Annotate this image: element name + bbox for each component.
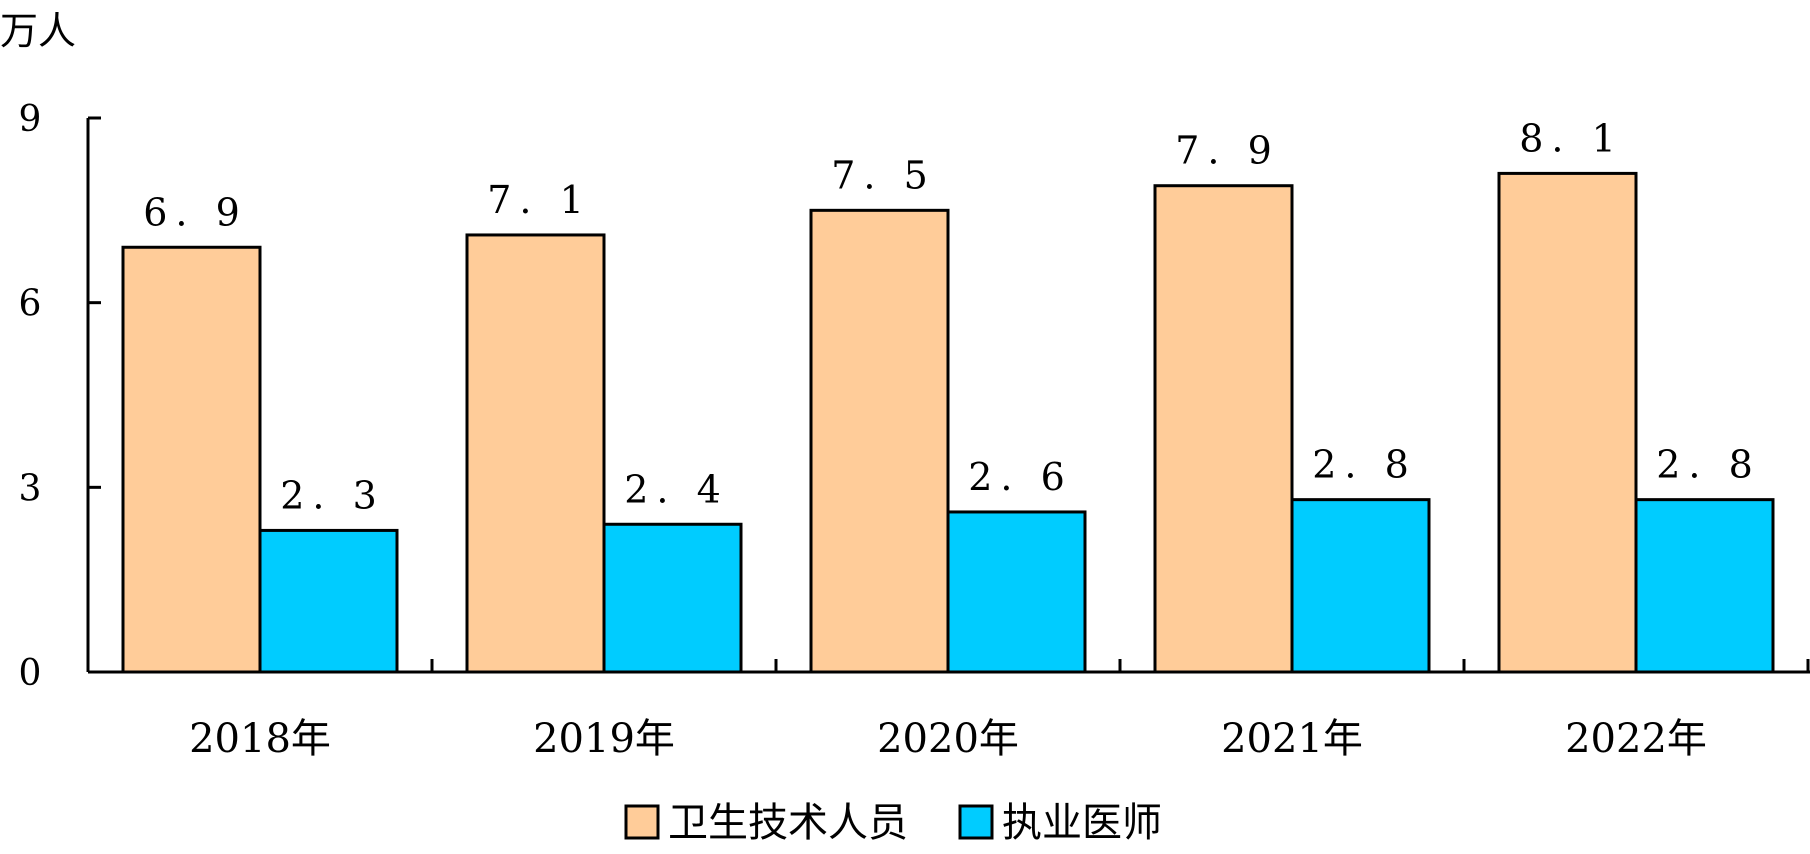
y-tick-label-3: 9 <box>19 99 42 140</box>
bar-health-tech-2 <box>809 208 950 674</box>
bar-physician-1 <box>602 522 743 674</box>
bar-health-tech-3 <box>1153 184 1294 674</box>
x-axis-category-labels: 2018年 2019年 2020年 2021年 2022年 <box>189 716 1707 762</box>
y-tick-label-1: 3 <box>19 468 42 509</box>
legend-label-health-tech: 卫生技术人员 <box>668 800 908 846</box>
bar-physician-2 <box>946 510 1087 674</box>
category-label-4: 2022年 <box>1565 716 1707 762</box>
category-label-3: 2021年 <box>1221 716 1363 762</box>
legend: 卫生技术人员 执业医师 <box>624 800 1162 846</box>
bar-label-physician-4: 2. 8 <box>1656 443 1761 487</box>
bar-label-health-tech-1: 7. 1 <box>487 178 592 222</box>
bar-label-health-tech-4: 8. 1 <box>1519 116 1624 160</box>
bar-label-physician-2: 2. 6 <box>968 455 1073 499</box>
bar-physician-4 <box>1634 498 1775 674</box>
category-label-2: 2020年 <box>877 716 1019 762</box>
axes <box>86 118 1810 674</box>
bar-health-tech-1 <box>465 233 606 674</box>
bar-health-tech-0 <box>121 245 262 674</box>
bar-label-health-tech-2: 7. 5 <box>831 153 936 197</box>
legend-swatch-health-tech <box>624 804 660 840</box>
bar-health-tech-4 <box>1497 171 1638 674</box>
legend-label-physician: 执业医师 <box>1002 800 1162 846</box>
bar-label-physician-1: 2. 4 <box>624 467 729 511</box>
bar-label-health-tech-3: 7. 9 <box>1175 129 1280 173</box>
category-label-0: 2018年 <box>189 716 331 762</box>
y-tick-label-2: 6 <box>19 284 42 325</box>
y-axis-ticks: 0 3 6 9 <box>19 99 101 694</box>
bar-label-physician-0: 2. 3 <box>280 473 385 517</box>
bar-data-labels: 6. 9 2. 3 7. 1 2. 4 7. 5 2. 6 7. 9 2. 8 8. 1 2. 8 <box>143 116 1761 517</box>
bar-physician-0 <box>258 528 399 674</box>
y-axis-unit-label: 万人 <box>0 9 76 53</box>
bar-label-health-tech-0: 6. 9 <box>143 190 248 234</box>
bars <box>121 171 1775 674</box>
category-label-1: 2019年 <box>533 716 675 762</box>
legend-swatch-physician <box>958 804 994 840</box>
bar-label-physician-3: 2. 8 <box>1312 443 1417 487</box>
bar-physician-3 <box>1290 498 1431 674</box>
y-tick-label-0: 0 <box>19 653 42 694</box>
